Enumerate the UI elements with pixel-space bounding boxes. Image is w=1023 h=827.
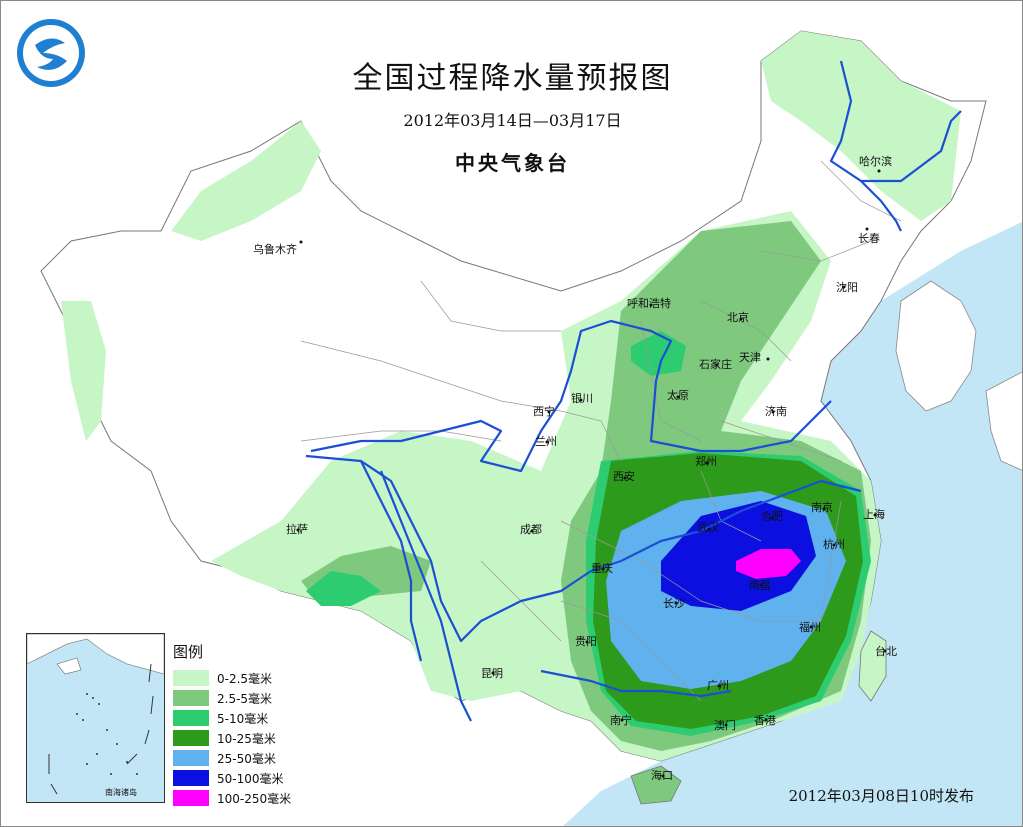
japan-land [985,371,1022,471]
rain-zone-100-250 [736,549,801,579]
city-label-nanjing: 南京 [811,501,833,514]
city-label-yinchuan: 银川 [571,392,593,405]
pearl-river [540,669,732,698]
legend-swatch-4 [173,750,209,766]
organization: 中央气象台 [455,151,570,175]
korea-land [895,280,977,412]
city-label-taipei: 台北 [875,645,897,658]
city-label-macau: 澳门 [714,719,736,732]
legend-item: 25-50毫米 [173,748,303,768]
legend-swatch-5 [173,770,209,786]
inset-map [26,633,165,802]
cma-logo [17,19,85,87]
rivers [305,60,962,722]
city-label-urumqi: 乌鲁木齐 [253,243,297,256]
nujiang-river [379,470,472,722]
city-label-lhasa: 拉萨 [286,523,308,536]
rain-zone-5-10-shanxi [631,331,686,376]
city-label-jinan: 济南 [765,405,787,418]
legend-swatch-2 [173,710,209,726]
city-label-lanzhou: 兰州 [535,435,557,448]
legend-swatch-0 [173,670,209,686]
city-label-beijing: 北京 [727,311,749,324]
city-label-kunming: 昆明 [481,667,503,680]
map-title: 全国过程降水量预报图 [352,61,673,96]
city-label-nanchang: 南昌 [749,579,771,592]
city-label-hohhot: 呼和浩特 [627,297,671,310]
legend-title: 图例 [173,643,204,661]
city-label-taiyuan: 太原 [667,389,689,402]
city-label-tianjin: 天津 [739,351,761,364]
legend-label: 2.5-5毫米 [217,691,273,706]
issued-time: 2012年03月08日10时发布 [788,787,974,805]
city-label-chengdu: 成都 [520,523,542,536]
rain-zone-0-2.5-west [61,301,106,441]
city-label-fuzhou: 福州 [799,621,821,634]
date-range: 2012年03月14日—03月17日 [403,111,622,130]
hainan-land [630,765,682,805]
city-label-xian: 西安 [613,470,635,483]
province-borders [300,160,902,702]
legend-swatch-3 [173,730,209,746]
city-label-xining: 西宁 [533,405,555,418]
city-label-guiyang: 贵阳 [575,635,597,648]
legend: 图例 0-2.5毫米 2.5-5毫米 5-10毫米 10-25毫米 25-50毫… [173,641,303,808]
legend-item: 10-25毫米 [173,728,303,748]
city-label-nanning: 南宁 [610,714,632,727]
city-label-guangzhou: 广州 [707,679,729,692]
city-markers [296,169,887,778]
yellow-river [310,319,832,473]
lancang-river [360,460,423,662]
city-label-zhengzhou: 郑州 [695,455,717,468]
legend-item: 100-250毫米 [173,788,303,808]
legend-item: 5-10毫米 [173,708,303,728]
city-label-changchun: 长春 [858,232,880,245]
legend-item: 2.5-5毫米 [173,688,303,708]
taiwan-land [858,630,887,702]
legend-label: 5-10毫米 [217,711,269,726]
legend-item: 0-2.5毫米 [173,668,303,688]
legend-label: 25-50毫米 [217,751,276,766]
city-label-hefei: 合肥 [761,510,783,523]
songhua-river [860,180,902,232]
city-label-shijiazhuang: 石家庄 [699,358,732,371]
city-label-changsha: 长沙 [663,597,685,610]
legend-item: 50-100毫米 [173,768,303,788]
rain-zone-50-100 [661,501,816,611]
city-label-shanghai: 上海 [863,508,885,521]
city-label-chongqing: 重庆 [591,562,613,575]
legend-swatch-1 [173,690,209,706]
city-label-hongkong: 香港 [754,714,776,727]
legend-swatch-6 [173,790,209,806]
city-label-shenyang: 沈阳 [836,281,858,294]
city-label-haikou: 海口 [651,769,673,782]
city-label-harbin: 哈尔滨 [859,155,892,168]
south-china-sea-inset: 南海诸岛 [26,633,165,803]
yangtze-river [305,454,862,643]
legend-label: 0-2.5毫米 [217,671,273,686]
city-label-wuhan: 武汉 [697,521,719,534]
rain-zone-0-2.5-northwest [171,121,321,241]
rain-zone-5-10-tibet [306,571,381,606]
legend-label: 100-250毫米 [217,791,292,806]
legend-label: 10-25毫米 [217,731,276,746]
inset-label: 南海诸岛 [105,788,137,797]
city-label-hangzhou: 杭州 [823,538,845,551]
legend-label: 50-100毫米 [217,771,284,786]
